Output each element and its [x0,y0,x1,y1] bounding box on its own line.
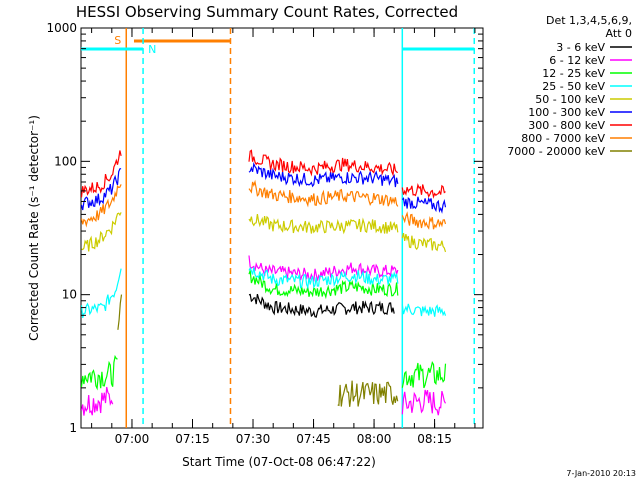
legend-header: Att 0 [606,27,632,40]
legend-entry-label: 800 - 7000 keV [521,132,605,145]
series-line-2 [80,354,118,391]
night-flag-label: N [148,43,156,56]
legend-entry-label: 50 - 100 keV [535,93,605,106]
y-tick-label: 1000 [46,21,77,35]
x-tick-label: 07:00 [115,432,150,446]
series-line-8 [117,294,123,330]
footer-stamp: 7-Jan-2010 20:13 [566,469,636,478]
series-line-0 [248,293,395,318]
series-line-2 [401,360,447,389]
legend-entry-label: 7000 - 20000 keV [507,145,605,158]
x-tick-label: 08:15 [417,432,452,446]
series-line-5 [80,168,122,211]
legend-entry-label: 6 - 12 keV [549,54,605,67]
series-line-4 [81,212,122,252]
series-line-6 [80,150,122,198]
x-tick-label: 08:00 [357,432,392,446]
x-tick-label: 07:15 [175,432,210,446]
legend-entry-label: 100 - 300 keV [528,106,605,119]
series-line-7 [248,179,399,208]
series-line-3 [248,266,399,290]
x-axis-label: Start Time (07-Oct-08 06:47:22) [182,455,376,469]
legend-entry-label: 25 - 50 keV [542,80,605,93]
series-line-1 [401,389,447,416]
series-line-7 [401,211,447,230]
y-tick-label: 100 [54,154,77,168]
saa-flag-label: S [114,34,121,47]
series-line-4 [401,232,447,253]
y-tick-label: 1 [69,421,77,435]
plot-frame [80,27,484,429]
series-lines [80,149,447,416]
y-axis-label: Corrected Count Rate (s⁻¹ detector⁻¹) [27,115,41,341]
series-line-6 [401,183,446,199]
legend-header: Det 1,3,4,5,6,9, [546,14,632,27]
series-line-5 [248,161,399,188]
y-tick-label: 10 [62,288,77,302]
axis-ticks: 1 10 100 1000 07:00 07:15 07:30 07:45 08:00 08:15 [46,21,483,446]
series-line-1 [80,386,114,416]
series-line-6 [248,149,399,177]
attenuator-flags: SN [81,28,476,428]
series-line-1 [248,255,399,282]
legend-entry-label: 300 - 800 keV [528,119,605,132]
x-tick-label: 07:45 [296,432,331,446]
legend-entry-label: 12 - 25 keV [542,67,605,80]
x-tick-label: 07:30 [236,432,271,446]
series-line-2 [248,270,399,300]
legend-entry-label: 3 - 6 keV [556,41,605,54]
series-line-4 [248,214,399,235]
series-line-7 [80,184,122,228]
chart-title: HESSI Observing Summary Count Rates, Cor… [76,3,458,21]
series-line-3 [80,268,122,318]
series-line-8 [337,380,399,407]
series-line-5 [401,196,447,214]
series-line-3 [401,303,447,317]
